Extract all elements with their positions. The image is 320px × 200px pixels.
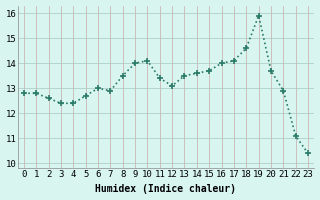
X-axis label: Humidex (Indice chaleur): Humidex (Indice chaleur): [95, 184, 236, 194]
